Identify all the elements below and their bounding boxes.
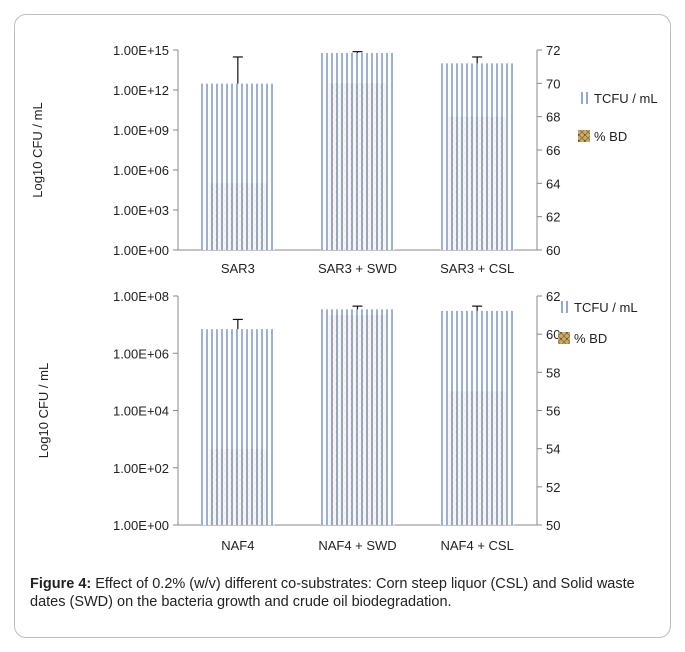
caption-text: Effect of 0.2% (w/v) different co-substr… <box>30 576 635 610</box>
chart-panel-naf4: 1.00E+00 1.00E+02 1.00E+04 1.00E+06 1.00E+08… <box>36 289 638 553</box>
left-tick-label: 1.00E+09 <box>113 123 169 138</box>
right-tick-label: 68 <box>546 110 560 125</box>
legend-label: % BD <box>574 331 607 346</box>
bar-tcfu <box>320 52 395 251</box>
right-tick-label: 72 <box>546 43 560 58</box>
left-tick-label: 1.00E+06 <box>113 346 169 361</box>
left-tick-label: 1.00E+12 <box>113 83 169 98</box>
left-tick-label: 1.00E+00 <box>113 243 169 258</box>
chart-panel-sar3: 1.00E+00 1.00E+03 1.00E+06 1.00E+09 1.00E+12… <box>30 43 658 276</box>
left-tick-label: 1.00E+03 <box>113 203 169 218</box>
legend-label: TCFU / mL <box>594 91 658 106</box>
right-tick-label: 60 <box>546 243 560 258</box>
category-label: SAR3 + SWD <box>318 261 397 276</box>
right-tick-label: 62 <box>546 210 560 225</box>
right-tick-label: 54 <box>546 442 560 457</box>
right-tick-label: 56 <box>546 404 560 419</box>
right-tick-label: 70 <box>546 76 560 91</box>
category-label: NAF4 + CSL <box>440 538 513 553</box>
category-label: SAR3 <box>221 261 255 276</box>
right-tick-label: 58 <box>546 365 560 380</box>
legend-label: TCFU / mL <box>574 300 638 315</box>
legend-swatch-tcfu <box>578 92 590 104</box>
legend-swatch-tcfu <box>558 301 570 313</box>
left-tick-label: 1.00E+00 <box>113 518 169 533</box>
y-axis-label: Log10 CFU / mL <box>36 363 51 458</box>
bar-tcfu <box>440 63 515 251</box>
left-tick-label: 1.00E+04 <box>113 404 169 419</box>
right-tick-label: 50 <box>546 518 560 533</box>
right-tick-label: 62 <box>546 289 560 304</box>
left-tick-label: 1.00E+08 <box>113 289 169 304</box>
category-label: NAF4 + SWD <box>318 538 396 553</box>
left-tick-label: 1.00E+02 <box>113 461 169 476</box>
caption-label: Figure 4: <box>30 576 92 592</box>
left-tick-label: 1.00E+06 <box>113 163 169 178</box>
legend-label: % BD <box>594 129 627 144</box>
figure-caption: Figure 4: Effect of 0.2% (w/v) different… <box>30 575 660 611</box>
bar-tcfu <box>200 329 275 525</box>
left-tick-label: 1.00E+15 <box>113 43 169 58</box>
right-tick-label: 60 <box>546 327 560 342</box>
bar-tcfu <box>440 310 515 525</box>
legend-swatch-bd <box>558 332 570 344</box>
bar-tcfu <box>320 309 395 525</box>
bar-tcfu <box>200 83 275 250</box>
category-label: NAF4 <box>221 538 254 553</box>
legend-swatch-bd <box>578 130 590 142</box>
y-axis-label: Log10 CFU / mL <box>30 102 45 197</box>
right-tick-label: 52 <box>546 480 560 495</box>
category-label: SAR3 + CSL <box>440 261 514 276</box>
right-tick-label: 66 <box>546 143 560 158</box>
right-tick-label: 64 <box>546 176 560 191</box>
